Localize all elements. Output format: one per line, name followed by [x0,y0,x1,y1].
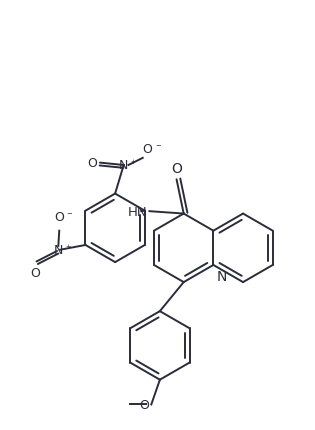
Text: HN: HN [127,205,147,218]
Text: O: O [171,162,182,176]
Text: $^+$: $^+$ [129,159,138,169]
Text: O: O [143,143,152,156]
Text: N: N [54,244,63,257]
Text: N: N [216,269,226,283]
Text: O: O [88,157,98,170]
Text: $^+$: $^+$ [64,243,72,253]
Text: O: O [31,267,40,280]
Text: O: O [140,398,149,411]
Text: O: O [54,211,64,224]
Text: $^-$: $^-$ [65,211,73,221]
Text: $^-$: $^-$ [154,143,162,153]
Text: N: N [119,159,129,172]
